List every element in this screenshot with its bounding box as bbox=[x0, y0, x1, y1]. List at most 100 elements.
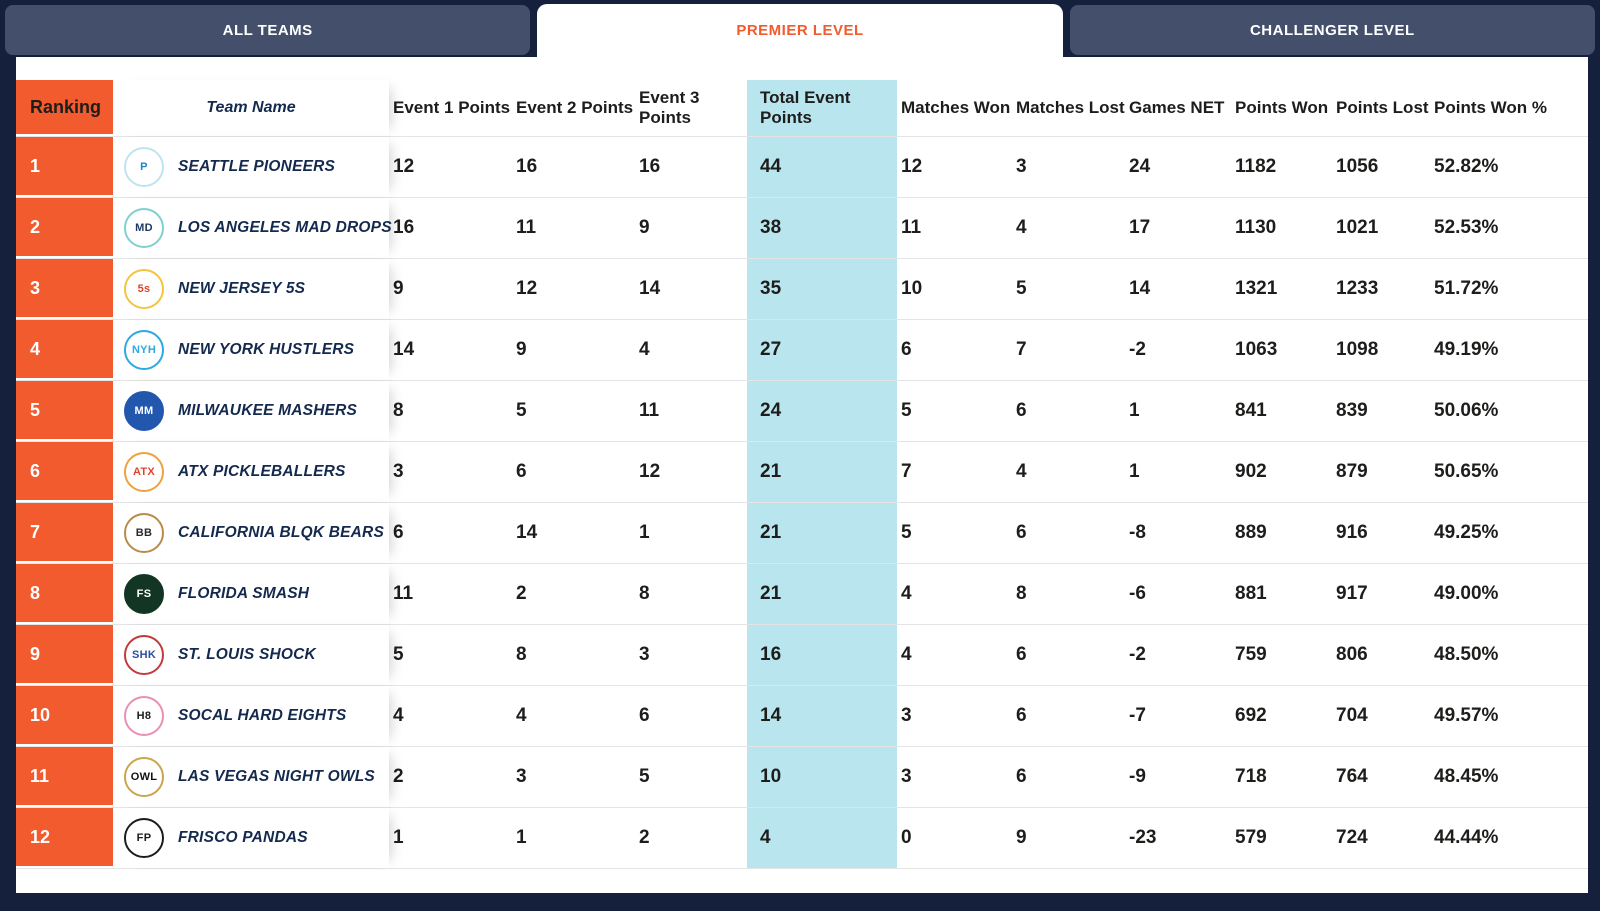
team-name-link[interactable]: SOCAL HARD EIGHTS bbox=[178, 707, 347, 724]
matches-lost-cell: 6 bbox=[1016, 644, 1027, 665]
team-name-link[interactable]: LAS VEGAS NIGHT OWLS bbox=[178, 768, 375, 785]
matches-lost-cell: 6 bbox=[1016, 766, 1027, 787]
total-event-points-cell: 14 bbox=[747, 686, 897, 746]
team-name-link[interactable]: NEW JERSEY 5S bbox=[178, 280, 306, 297]
total-event-points-cell: 21 bbox=[747, 564, 897, 624]
team-name-link[interactable]: ATX PICKLEBALLERS bbox=[178, 463, 346, 480]
points-won-pct-cell: 50.06% bbox=[1434, 400, 1499, 421]
team-name-link[interactable]: FRISCO PANDAS bbox=[178, 829, 308, 846]
team-logo: BB bbox=[124, 513, 164, 553]
team-name-link[interactable]: LOS ANGELES MAD DROPS bbox=[178, 219, 392, 236]
points-won-cell: 718 bbox=[1235, 766, 1267, 787]
matches-lost-cell: 8 bbox=[1016, 583, 1027, 604]
matches-won-cell: 10 bbox=[901, 278, 923, 299]
matches-lost-cell: 4 bbox=[1016, 461, 1027, 482]
event1-points-cell: 11 bbox=[393, 583, 414, 604]
team-cell: BB CALIFORNIA BLQK BEARS bbox=[113, 503, 389, 563]
event2-points-cell: 12 bbox=[516, 278, 538, 299]
points-won-pct-cell: 51.72% bbox=[1434, 278, 1499, 299]
column-header-matches-won: Matches Won bbox=[901, 98, 1011, 117]
event2-points-cell: 4 bbox=[516, 705, 527, 726]
event2-points-cell: 1 bbox=[516, 827, 527, 848]
event3-points-cell: 9 bbox=[639, 217, 650, 238]
event3-points-cell: 4 bbox=[639, 339, 650, 360]
matches-lost-cell: 7 bbox=[1016, 339, 1027, 360]
matches-lost-cell: 3 bbox=[1016, 156, 1027, 177]
team-cell: ATX ATX PICKLEBALLERS bbox=[113, 442, 389, 502]
event3-points-cell: 8 bbox=[639, 583, 650, 604]
team-cell: 5s NEW JERSEY 5S bbox=[113, 259, 389, 319]
points-won-cell: 1063 bbox=[1235, 339, 1278, 360]
team-logo: P bbox=[124, 147, 164, 187]
event1-points-cell: 12 bbox=[393, 156, 415, 177]
tab-all-teams[interactable]: ALL TEAMS bbox=[5, 5, 531, 55]
team-name-link[interactable]: CALIFORNIA BLQK BEARS bbox=[178, 524, 384, 541]
games-net-cell: -7 bbox=[1129, 705, 1146, 726]
points-won-cell: 881 bbox=[1235, 583, 1267, 604]
team-logo: MM bbox=[124, 391, 164, 431]
table-row: 9 SHK ST. LOUIS SHOCK 5 8 3 16 4 6 -2 75… bbox=[16, 625, 1588, 686]
column-header-points-won-pct: Points Won % bbox=[1434, 98, 1548, 117]
ranking-cell: 4 bbox=[16, 320, 113, 380]
event1-points-cell: 16 bbox=[393, 217, 415, 238]
team-logo: H8 bbox=[124, 696, 164, 736]
total-event-points-cell: 35 bbox=[747, 259, 897, 319]
team-cell: FS FLORIDA SMASH bbox=[113, 564, 389, 624]
tab-challenger-level[interactable]: CHALLENGER LEVEL bbox=[1069, 5, 1595, 55]
column-header-points-won: Points Won bbox=[1235, 98, 1329, 117]
points-lost-cell: 724 bbox=[1336, 827, 1368, 848]
points-lost-cell: 916 bbox=[1336, 522, 1368, 543]
column-header-games-net: Games NET bbox=[1129, 98, 1225, 117]
event1-points-cell: 2 bbox=[393, 766, 404, 787]
event1-points-cell: 4 bbox=[393, 705, 404, 726]
points-lost-cell: 806 bbox=[1336, 644, 1368, 665]
table-row: 2 MD LOS ANGELES MAD DROPS 16 11 9 38 11… bbox=[16, 198, 1588, 259]
points-won-cell: 579 bbox=[1235, 827, 1267, 848]
table-row: 8 FS FLORIDA SMASH 11 2 8 21 4 8 -6 881 … bbox=[16, 564, 1588, 625]
games-net-cell: 1 bbox=[1129, 461, 1140, 482]
points-lost-cell: 764 bbox=[1336, 766, 1368, 787]
total-event-points-cell: 24 bbox=[747, 381, 897, 441]
table-row: 6 ATX ATX PICKLEBALLERS 3 6 12 21 7 4 1 … bbox=[16, 442, 1588, 503]
column-header-points-lost: Points Lost bbox=[1336, 98, 1429, 117]
team-logo: OWL bbox=[124, 757, 164, 797]
points-won-cell: 1182 bbox=[1235, 156, 1277, 177]
event1-points-cell: 14 bbox=[393, 339, 415, 360]
content-panel: Ranking Team Name Event 1 Points Event 2… bbox=[16, 57, 1588, 893]
team-logo: SHK bbox=[124, 635, 164, 675]
ranking-cell: 8 bbox=[16, 564, 113, 624]
event3-points-cell: 6 bbox=[639, 705, 650, 726]
table-header-row: Ranking Team Name Event 1 Points Event 2… bbox=[16, 80, 1588, 137]
event3-points-cell: 1 bbox=[639, 522, 650, 543]
table-row: 11 OWL LAS VEGAS NIGHT OWLS 2 3 5 10 3 6… bbox=[16, 747, 1588, 808]
team-name-link[interactable]: NEW YORK HUSTLERS bbox=[178, 341, 355, 358]
team-name-link[interactable]: ST. LOUIS SHOCK bbox=[178, 646, 316, 663]
games-net-cell: -6 bbox=[1129, 583, 1146, 604]
total-event-points-cell: 21 bbox=[747, 503, 897, 563]
ranking-cell: 2 bbox=[16, 198, 113, 258]
table-body: 1 P SEATTLE PIONEERS 12 16 16 44 12 3 24… bbox=[16, 137, 1588, 869]
matches-lost-cell: 6 bbox=[1016, 522, 1027, 543]
team-name-link[interactable]: FLORIDA SMASH bbox=[178, 585, 310, 602]
ranking-cell: 7 bbox=[16, 503, 113, 563]
matches-won-cell: 6 bbox=[901, 339, 912, 360]
points-won-pct-cell: 49.00% bbox=[1434, 583, 1499, 604]
games-net-cell: -23 bbox=[1129, 827, 1157, 848]
ranking-cell: 11 bbox=[16, 747, 113, 807]
ranking-cell: 5 bbox=[16, 381, 113, 441]
event1-points-cell: 3 bbox=[393, 461, 404, 482]
team-name-link[interactable]: SEATTLE PIONEERS bbox=[178, 158, 336, 175]
team-name-link[interactable]: MILWAUKEE MASHERS bbox=[178, 402, 358, 419]
matches-won-cell: 12 bbox=[901, 156, 923, 177]
column-header-event3-points: Event 3 Points bbox=[639, 88, 700, 127]
points-won-pct-cell: 50.65% bbox=[1434, 461, 1499, 482]
ranking-cell: 6 bbox=[16, 442, 113, 502]
points-lost-cell: 917 bbox=[1336, 583, 1368, 604]
total-event-points-cell: 4 bbox=[747, 808, 897, 868]
total-event-points-cell: 10 bbox=[747, 747, 897, 807]
points-lost-cell: 1021 bbox=[1336, 217, 1379, 238]
event3-points-cell: 2 bbox=[639, 827, 650, 848]
level-tabbar: ALL TEAMS PREMIER LEVEL CHALLENGER LEVEL bbox=[0, 0, 1600, 57]
tab-premier-level[interactable]: PREMIER LEVEL bbox=[537, 4, 1063, 57]
ranking-cell: 1 bbox=[16, 137, 113, 197]
